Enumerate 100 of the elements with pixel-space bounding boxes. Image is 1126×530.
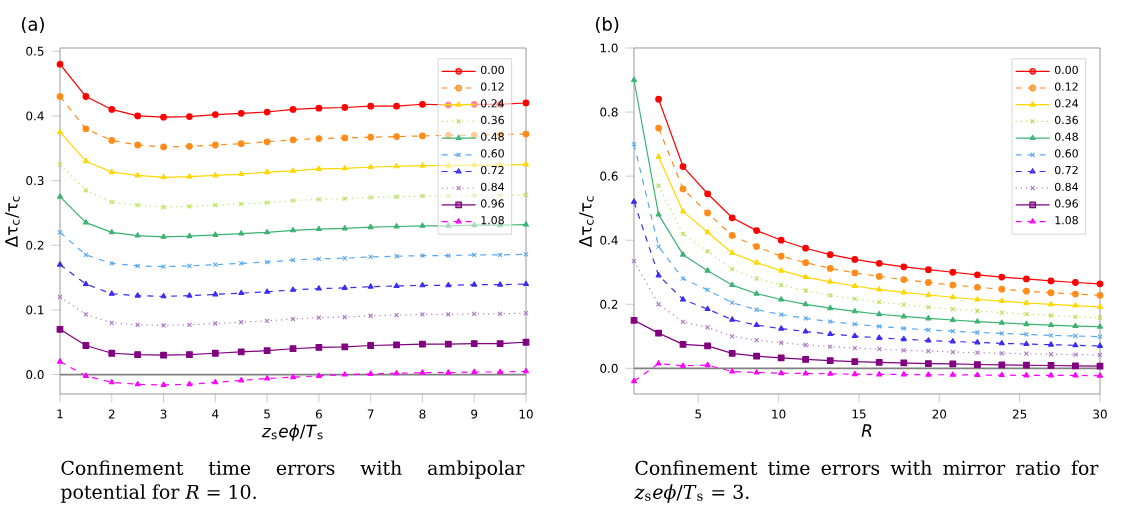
point	[802, 356, 810, 363]
point	[949, 360, 957, 368]
point	[238, 377, 245, 383]
point	[851, 358, 859, 366]
point	[900, 263, 908, 271]
point	[108, 349, 116, 357]
point	[315, 165, 322, 171]
point	[925, 279, 932, 286]
point	[264, 288, 271, 294]
point	[341, 104, 349, 111]
point	[778, 267, 785, 273]
point	[680, 207, 687, 214]
point	[1097, 334, 1103, 340]
point	[367, 163, 374, 169]
point	[704, 190, 711, 198]
point	[108, 290, 115, 296]
x-axis-title: z$_{s}$eϕ/T$_{s}$	[261, 424, 323, 441]
point	[264, 375, 271, 381]
point	[876, 286, 883, 292]
point	[1072, 372, 1079, 378]
point	[753, 321, 760, 328]
text: Confinement time errors with ambipolar potential for R = 10.	[60, 460, 525, 503]
point	[974, 371, 981, 378]
point	[1072, 279, 1079, 286]
point	[497, 281, 504, 287]
point	[851, 282, 858, 289]
point	[445, 311, 451, 318]
point	[656, 301, 662, 307]
point	[655, 211, 662, 217]
point	[135, 263, 141, 269]
point	[925, 337, 932, 343]
point	[1096, 291, 1104, 299]
point	[523, 251, 529, 257]
point	[729, 249, 736, 256]
point	[211, 141, 219, 149]
point	[925, 360, 932, 367]
point	[83, 187, 89, 193]
point	[1072, 314, 1078, 320]
point	[655, 153, 662, 159]
point	[827, 304, 834, 311]
point	[212, 291, 219, 297]
point	[1072, 362, 1079, 370]
point	[393, 282, 400, 288]
point	[803, 342, 809, 348]
point	[900, 276, 908, 284]
point	[925, 266, 932, 274]
point	[108, 228, 115, 235]
point	[1047, 277, 1055, 285]
point	[263, 108, 271, 116]
point	[875, 273, 883, 280]
point	[851, 256, 859, 263]
point	[393, 341, 400, 349]
point	[419, 222, 426, 228]
point	[1023, 311, 1029, 317]
point	[999, 330, 1005, 337]
point	[186, 351, 193, 358]
point	[949, 293, 956, 300]
point	[497, 368, 504, 375]
point	[264, 199, 270, 206]
point	[471, 368, 478, 375]
point	[1096, 372, 1104, 378]
point	[109, 260, 115, 266]
point	[496, 340, 504, 347]
point	[522, 221, 530, 227]
point	[186, 380, 193, 387]
point	[56, 60, 64, 68]
point	[1047, 362, 1055, 369]
point	[471, 192, 477, 199]
point	[341, 164, 348, 171]
point	[56, 193, 64, 199]
point	[135, 322, 141, 328]
point	[875, 259, 883, 267]
point	[655, 329, 662, 337]
point	[753, 369, 760, 375]
point	[237, 140, 245, 148]
point	[368, 254, 374, 260]
point	[82, 157, 89, 164]
point	[802, 244, 810, 252]
point	[679, 340, 687, 348]
point	[630, 76, 638, 83]
point	[974, 296, 981, 302]
point	[656, 183, 662, 189]
point	[186, 292, 193, 298]
point	[851, 332, 858, 339]
point	[998, 339, 1005, 346]
point	[1048, 351, 1054, 357]
point	[901, 302, 907, 308]
point	[289, 226, 297, 233]
point	[83, 311, 89, 318]
point	[778, 311, 784, 318]
point	[1023, 287, 1030, 295]
point	[998, 361, 1006, 369]
point	[186, 142, 193, 150]
point	[522, 130, 530, 138]
point	[393, 133, 400, 140]
point	[974, 308, 980, 314]
point	[522, 367, 530, 374]
point	[851, 370, 858, 377]
text: Confinement time errors with mirror ratio for z$_{s}$eϕ/T$_{s}$ = 3.	[634, 460, 1099, 503]
point	[949, 338, 956, 344]
